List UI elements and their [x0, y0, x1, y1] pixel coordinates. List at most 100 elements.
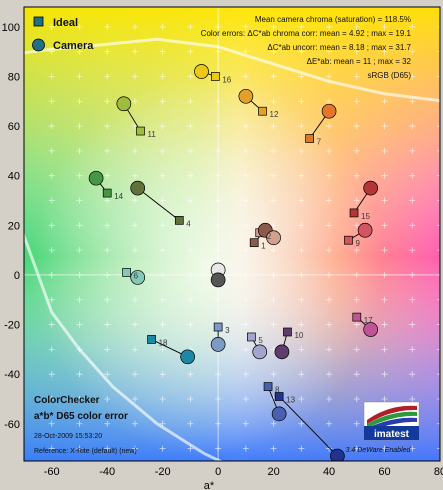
grid-cross — [353, 73, 360, 80]
grid-cross — [437, 73, 440, 80]
ideal-marker-15 — [349, 208, 359, 218]
grid-cross — [326, 395, 333, 402]
grid-cross — [187, 247, 194, 254]
grid-cross — [104, 247, 111, 254]
ideal-marker-17 — [352, 312, 362, 322]
grid-cross — [76, 395, 83, 402]
camera-marker-16 — [194, 64, 209, 79]
camera-marker-13 — [330, 448, 345, 461]
patch-label-18: 18 — [159, 338, 168, 347]
grid-cross — [381, 98, 388, 105]
grid-cross — [353, 346, 360, 353]
grid-cross — [131, 98, 138, 105]
grid-cross — [159, 197, 166, 204]
y-tick-40: 40 — [8, 171, 20, 183]
patch-label-15: 15 — [361, 212, 370, 221]
grid-cross — [437, 123, 440, 130]
patch-label-10: 10 — [294, 331, 303, 340]
grid-cross — [298, 395, 305, 402]
grid-cross — [326, 147, 333, 154]
grid-cross — [409, 172, 416, 179]
grid-cross — [131, 420, 138, 427]
grid-cross — [131, 445, 138, 452]
grid-cross — [104, 48, 111, 55]
grid-cross — [187, 222, 194, 229]
gamut-boundary-upper — [24, 37, 440, 103]
grid-cross — [298, 172, 305, 179]
grid-cross — [48, 420, 55, 427]
grid-cross — [437, 445, 440, 452]
x-tick-20: 20 — [267, 466, 279, 478]
x-tick-60: 60 — [378, 466, 390, 478]
camera-marker-6 — [130, 270, 146, 285]
grid-cross — [104, 445, 111, 452]
grid-cross — [437, 48, 440, 55]
x-axis-label: a* — [204, 480, 215, 490]
grid-cross — [159, 346, 166, 353]
grid-cross — [131, 371, 138, 378]
camera-marker-3 — [210, 337, 226, 352]
grid-cross — [326, 98, 333, 105]
grid-cross — [159, 445, 166, 452]
grid-cross — [298, 346, 305, 353]
grid-cross — [381, 48, 388, 55]
patch-label-2: 2 — [267, 232, 272, 241]
grid-cross — [104, 395, 111, 402]
grid-cross — [298, 445, 305, 452]
grid-cross — [187, 123, 194, 130]
grid-cross — [48, 346, 55, 353]
camera-marker-4 — [130, 180, 146, 196]
grid-cross — [353, 222, 360, 229]
grid-cross — [381, 197, 388, 204]
y-tick-labels: -60 -40 -20 0 20 40 60 80 100 — [2, 22, 20, 431]
grid-cross — [409, 197, 416, 204]
grid-cross — [353, 172, 360, 179]
grid-cross — [381, 247, 388, 254]
grid-cross — [437, 395, 440, 402]
grid-cross — [187, 420, 194, 427]
patch-label-9: 9 — [355, 239, 360, 248]
grid-cross — [159, 48, 166, 55]
grid-cross — [104, 296, 111, 303]
patch-label-12: 12 — [270, 110, 279, 119]
grid-cross — [409, 123, 416, 130]
gamut-boundary-lower — [24, 231, 224, 461]
grid-cross — [326, 197, 333, 204]
grid-cross — [242, 371, 249, 378]
grid-cross — [48, 123, 55, 130]
grid-cross — [409, 395, 416, 402]
grid-cross — [353, 445, 360, 452]
grid-cross — [131, 23, 138, 30]
grid-cross — [270, 420, 277, 427]
camera-marker-12 — [238, 88, 254, 104]
grid-cross — [131, 48, 138, 55]
grid-cross — [187, 197, 194, 204]
grid-cross — [104, 172, 111, 179]
grid-cross — [48, 395, 55, 402]
grid-cross — [270, 197, 277, 204]
grid-cross — [48, 23, 55, 30]
grid-cross — [298, 321, 305, 328]
grid-cross — [48, 172, 55, 179]
connector-13 — [278, 396, 338, 457]
patch-label-17: 17 — [364, 316, 373, 325]
grid-cross — [159, 98, 166, 105]
logo-text: imatest — [374, 429, 410, 440]
grid-cross — [48, 296, 55, 303]
grid-cross — [409, 98, 416, 105]
grid-cross — [298, 147, 305, 154]
grid-cross — [298, 371, 305, 378]
grid-cross — [353, 23, 360, 30]
y-tick--20: -20 — [4, 320, 20, 332]
grid-cross — [409, 296, 416, 303]
grid-cross — [187, 296, 194, 303]
grid-cross — [104, 222, 111, 229]
camera-marker-15 — [363, 180, 379, 196]
grid-cross — [242, 321, 249, 328]
grid-cross — [48, 222, 55, 229]
legend-ideal-marker — [33, 16, 44, 27]
grid-cross — [437, 172, 440, 179]
grid-cross — [326, 172, 333, 179]
grid-cross — [270, 147, 277, 154]
